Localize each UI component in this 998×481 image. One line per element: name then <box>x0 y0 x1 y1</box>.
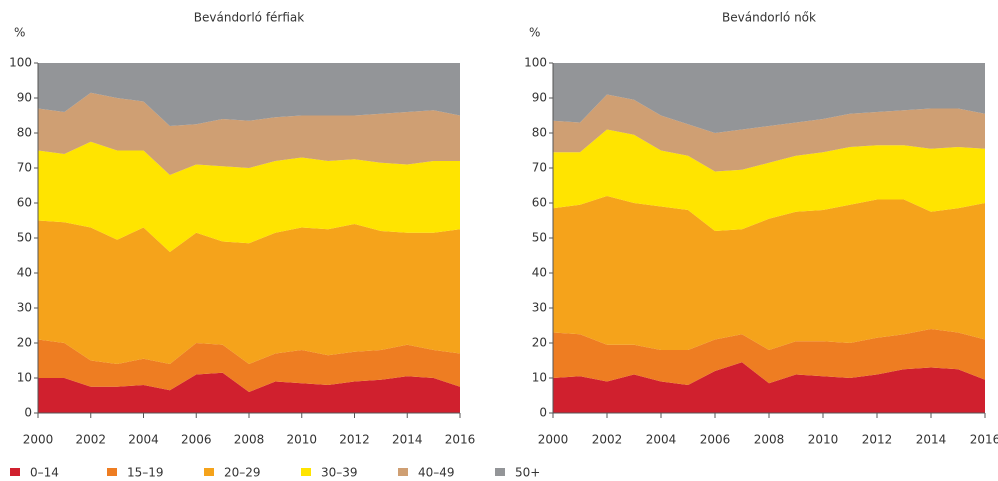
legend-swatch <box>204 468 214 476</box>
x-tick-label: 2012 <box>862 433 893 447</box>
x-tick-label: 2008 <box>754 433 785 447</box>
y-tick-label: 10 <box>17 371 32 385</box>
x-tick-label: 2004 <box>646 433 677 447</box>
x-tick-label: 2002 <box>592 433 623 447</box>
x-tick-label: 2000 <box>538 433 569 447</box>
y-tick-label: 80 <box>17 126 32 140</box>
y-tick-label: 20 <box>532 336 547 350</box>
x-tick-label: 2016 <box>445 433 476 447</box>
legend-label: 30–39 <box>321 466 358 480</box>
legend-label: 15–19 <box>127 466 164 480</box>
chart-title: Bevándorló nők <box>722 11 816 25</box>
y-tick-label: 60 <box>532 196 547 210</box>
x-tick-label: 2008 <box>234 433 265 447</box>
y-tick-label: 60 <box>17 196 32 210</box>
y-tick-label: 40 <box>532 266 547 280</box>
legend-label: 0–14 <box>30 466 59 480</box>
area <box>553 63 985 133</box>
y-tick-label: 0 <box>24 406 32 420</box>
area <box>38 339 460 392</box>
area <box>553 196 985 350</box>
x-tick-label: 2010 <box>286 433 317 447</box>
y-tick-label: 100 <box>9 56 32 70</box>
legend-swatch <box>10 468 20 476</box>
y-tick-label: 70 <box>532 161 547 175</box>
x-tick-label: 2004 <box>128 433 159 447</box>
area <box>553 129 985 231</box>
y-tick-label: 30 <box>17 301 32 315</box>
legend-label: 50+ <box>515 466 540 480</box>
area <box>38 92 460 175</box>
area <box>553 329 985 385</box>
y-tick-label: 90 <box>532 91 547 105</box>
x-tick-label: 2014 <box>392 433 423 447</box>
x-tick-label: 2000 <box>23 433 54 447</box>
x-tick-label: 2010 <box>808 433 839 447</box>
area <box>38 220 460 364</box>
area <box>38 372 460 413</box>
legend-label: 20–29 <box>224 466 261 480</box>
area <box>38 63 460 126</box>
y-tick-label: 10 <box>532 371 547 385</box>
area <box>38 141 460 252</box>
y-tick-label: 20 <box>17 336 32 350</box>
legend-swatch <box>301 468 311 476</box>
y-tick-label: 100 <box>524 56 547 70</box>
legend-swatch <box>398 468 408 476</box>
x-tick-label: 2012 <box>339 433 370 447</box>
legend-swatch <box>107 468 117 476</box>
x-tick-label: 2014 <box>916 433 947 447</box>
x-tick-label: 2016 <box>970 433 998 447</box>
y-tick-label: 70 <box>17 161 32 175</box>
area <box>553 94 985 172</box>
y-tick-label: 90 <box>17 91 32 105</box>
chart-title: Bevándorló férfiak <box>194 11 305 25</box>
legend-swatch <box>495 468 505 476</box>
x-tick-label: 2002 <box>75 433 106 447</box>
y-axis-label: % <box>14 26 25 40</box>
y-tick-label: 30 <box>532 301 547 315</box>
area <box>553 362 985 413</box>
y-tick-label: 80 <box>532 126 547 140</box>
y-tick-label: 0 <box>539 406 547 420</box>
y-axis-label: % <box>529 26 540 40</box>
x-tick-label: 2006 <box>181 433 212 447</box>
y-tick-label: 50 <box>532 231 547 245</box>
y-tick-label: 50 <box>17 231 32 245</box>
x-tick-label: 2006 <box>700 433 731 447</box>
y-tick-label: 40 <box>17 266 32 280</box>
legend-label: 40–49 <box>418 466 455 480</box>
